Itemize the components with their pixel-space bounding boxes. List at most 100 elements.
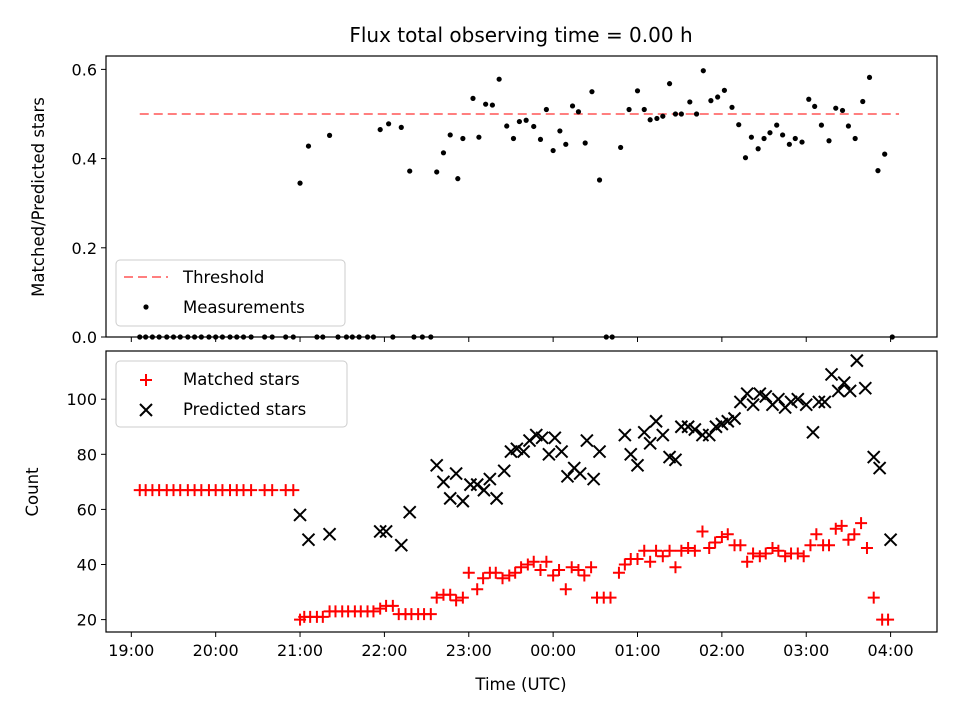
measurement-point — [654, 115, 660, 122]
top-x-axis — [130, 337, 892, 342]
matched-stars-point — [669, 561, 682, 574]
legend-matched-label: Matched stars — [183, 370, 300, 389]
matched-stars-point — [547, 569, 560, 582]
measurement-point — [660, 113, 666, 119]
predicted-stars-point — [592, 444, 607, 459]
measurement-point — [434, 169, 440, 175]
measurement-point — [582, 140, 588, 146]
measurement-point — [523, 117, 529, 123]
measurement-point — [839, 107, 846, 114]
measurement-point — [806, 96, 812, 102]
predicted-stars-point — [449, 466, 463, 481]
matched-stars-point — [759, 547, 772, 560]
matched-stars-point — [471, 583, 484, 596]
measurement-point — [504, 123, 510, 129]
predicted-stars-point — [791, 392, 805, 406]
measurement-point — [826, 138, 832, 144]
matched-stars-point — [772, 544, 785, 557]
matched-stars-point — [882, 613, 895, 626]
predicted-stars-point — [497, 464, 511, 478]
matched-stars-point — [559, 583, 572, 596]
bottom-x-axis: 19:00 20:00 21:00 22:00 23:00 00:00 01:00 02:00… — [108, 632, 914, 660]
legend-predicted-marker — [139, 403, 153, 417]
measurement-point — [326, 132, 333, 138]
top-legend-box — [115, 259, 346, 327]
bottom-plot: 20 40 60 80 100 19:00 20:00 21:00 22:00 23:00 00:… — [23, 350, 938, 694]
matched-stars-point — [823, 539, 836, 552]
matched-stars-point — [534, 564, 547, 577]
matched-stars-point — [734, 539, 747, 552]
measurement-point — [780, 132, 786, 138]
predicted-stars-point — [293, 508, 307, 522]
measurement-point — [575, 109, 582, 115]
bottom-legend: Matched stars Predicted stars — [115, 360, 348, 428]
predicted-stars-point — [818, 395, 832, 409]
predicted-stars-point — [824, 367, 839, 382]
matched-stars-point — [860, 541, 873, 554]
bottom-y-tick-label: 80 — [77, 445, 97, 464]
predicted-stars-point — [643, 436, 657, 450]
matched-stars-point — [829, 522, 842, 535]
matched-stars-point — [747, 547, 760, 560]
chart-title: Flux total observing time = 0.00 h — [349, 23, 692, 47]
measurement-point — [748, 134, 754, 140]
predicted-stars-point — [510, 442, 524, 456]
predicted-stars-point — [483, 472, 497, 486]
bottom-legend-box — [115, 360, 348, 428]
measurement-point — [557, 128, 563, 134]
matched-stars-point — [612, 566, 625, 579]
x-axis-label: Time (UTC) — [474, 675, 566, 694]
predicted-stars-point — [867, 450, 881, 464]
x-tick-label: 00:00 — [530, 641, 576, 660]
matched-stars-point — [604, 591, 617, 604]
matched-stars-point — [675, 544, 688, 557]
bottom-plot-marks — [133, 353, 898, 626]
measurement-point — [618, 144, 624, 151]
measurement-point — [761, 135, 767, 142]
measurement-point — [812, 103, 818, 110]
matched-stars-point — [618, 558, 631, 571]
measurement-point — [543, 106, 549, 113]
matched-stars-point — [638, 544, 651, 557]
predicted-stars-point — [516, 444, 531, 459]
measurement-point — [792, 135, 798, 142]
x-tick-label: 04:00 — [868, 641, 914, 660]
measurement-point — [634, 88, 641, 94]
predicted-stars-point — [784, 395, 798, 409]
predicted-stars-point — [535, 431, 549, 445]
matched-stars-point — [266, 484, 279, 497]
measurement-point — [693, 111, 700, 117]
bottom-y-tick-label: 60 — [77, 500, 97, 519]
predicted-stars-point — [379, 524, 393, 539]
predicted-stars-point — [837, 375, 851, 390]
matched-stars-point — [386, 599, 399, 612]
predicted-stars-point — [430, 458, 444, 473]
predicted-stars-point — [373, 524, 387, 539]
predicted-stars-point — [727, 411, 742, 426]
predicted-stars-point — [637, 425, 651, 439]
predicted-stars-point — [740, 386, 754, 401]
measurement-point — [647, 117, 653, 123]
matched-stars-point — [715, 530, 728, 543]
measurement-point — [882, 151, 888, 157]
predicted-stars-point — [668, 453, 683, 467]
matched-stars-point — [565, 561, 578, 574]
matched-stars-point — [424, 608, 437, 621]
measurement-point — [678, 111, 684, 117]
bottom-y-axis: 20 40 60 80 100 — [66, 390, 106, 630]
measurement-point — [818, 122, 825, 128]
measurement-point — [496, 76, 502, 82]
predicted-stars-point — [548, 431, 562, 445]
measurement-point — [666, 81, 673, 87]
matched-stars-point — [316, 610, 329, 623]
measurement-point — [845, 123, 852, 129]
top-plot: 0.0 0.2 0.4 0.6 Matched/Predicted stars Thr… — [29, 55, 938, 347]
legend-threshold-label: Threshold — [182, 268, 264, 287]
measurement-point — [799, 139, 805, 145]
matched-stars-point — [287, 484, 300, 497]
bottom-y-axis-label: Count — [23, 467, 42, 517]
measurement-point — [440, 150, 447, 156]
matched-stars-point — [682, 541, 695, 554]
predicted-stars-point — [477, 483, 491, 497]
